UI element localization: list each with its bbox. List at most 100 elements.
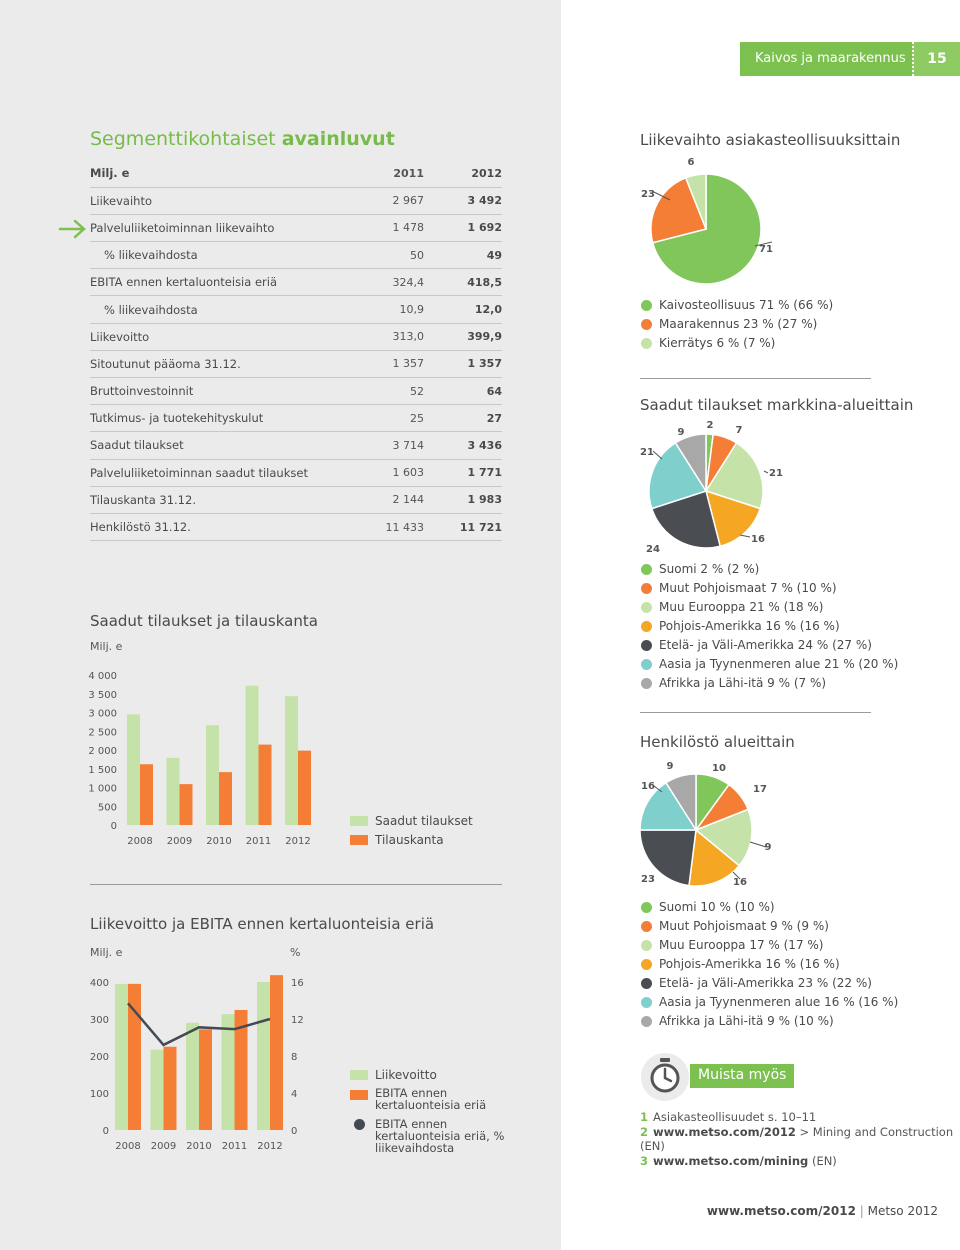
legend-label: Afrikka ja Lähi-itä 9 % (10 %) (659, 1014, 834, 1028)
legend-dot (641, 996, 652, 1008)
footer: www.metso.com/2012 | Metso 2012 (707, 1204, 938, 1218)
key-figures-table: Milj. e 2011 2012 Liikevaihto 2 967 3 492 P… (90, 160, 502, 542)
table-row: Liikevaihto 2 967 3 492 (90, 187, 502, 215)
muista-item-link[interactable]: www.metso.com/2012 (653, 1124, 796, 1139)
muista-item-text: Asiakasteollisuudet s. 10–11 (653, 1110, 817, 1124)
value-2012: 1 357 (424, 350, 502, 379)
value-2012: 3 436 (424, 431, 502, 460)
muista-item[interactable]: 1 Asiakasteollisuudet s. 10–11 (640, 1110, 960, 1125)
legend-dot (641, 958, 652, 970)
legend-label: Aasia ja Tyynenmeren alue 16 % (16 %) (659, 995, 899, 1009)
x-tick-label: 2011 (222, 1141, 247, 1152)
pie-value-label: 23 (641, 189, 655, 200)
muista-item[interactable]: 3 www.metso.com/mining (EN) (640, 1154, 960, 1169)
pie-leader-line (653, 785, 663, 793)
y2-tick-label: 0 (291, 1126, 297, 1137)
row-label: % liikevaihdosta (90, 241, 364, 270)
muista-item[interactable]: 2 www.metso.com/2012 > Mining and Constru… (640, 1125, 960, 1154)
legend-item: Muu Eurooppa 21 % (18 %) (641, 600, 823, 614)
legend-swatch (350, 1119, 368, 1130)
key-figures-title-light: Segmenttikohtaiset (90, 128, 276, 150)
bar-liikevoitto (115, 983, 128, 1130)
y2-tick-label: 16 (291, 978, 304, 989)
divider (640, 378, 871, 379)
pie2-title: Saadut tilaukset markkina-alueittain (640, 396, 914, 414)
value-2011: 50 (364, 241, 424, 270)
legend-label: Muu Eurooppa 21 % (18 %) (659, 600, 824, 614)
y-tick-label: 2 500 (88, 727, 117, 738)
table-row: Tilauskanta 31.12. 2 144 1 983 (90, 486, 502, 514)
bar-liikevoitto (257, 982, 270, 1130)
pie-slice (684, 173, 707, 230)
pie-value-label: 21 (640, 447, 654, 458)
legend-item: Afrikka ja Lähi-itä 9 % (10 %) (641, 1014, 834, 1028)
x-tick-label: 2009 (151, 1141, 176, 1152)
row-label: Palveluliiketoiminnan liikevaihto (90, 214, 364, 243)
value-2012: 1 771 (424, 459, 502, 487)
muista-item-link[interactable]: www.metso.com/mining (653, 1153, 809, 1168)
legend-dot (641, 658, 652, 670)
y-tick-label: 400 (90, 978, 109, 989)
legend-label: Kaivosteollisuus 71 % (66 %) (659, 298, 834, 312)
table-row: Bruttoinvestoinnit 52 64 (90, 377, 502, 406)
pie-value-label: 2 (707, 420, 714, 431)
key-figures-title-bold: avainluvut (281, 128, 395, 150)
legend-swatch (350, 816, 368, 826)
table-row: Saadut tilaukset 3 714 3 436 (90, 431, 502, 460)
pie-value-label: 16 (641, 781, 655, 792)
pie-slice (648, 441, 708, 510)
muista-list: 1 Asiakasteollisuudet s. 10–11 2 www.metso.… (640, 1110, 960, 1168)
legend-dot (641, 601, 652, 613)
pie-value-label: 9 (765, 842, 772, 853)
pie-slice (704, 489, 762, 548)
profit-legend-item: EBITA ennen kertaluonteisia eriä (350, 1087, 495, 1111)
table-row: % liikevaihdosta 50 49 (90, 241, 502, 270)
pie1-title: Liikevaihto asiakasteollisuuksittain (640, 131, 901, 149)
row-label: Saadut tilaukset (90, 431, 364, 460)
value-2011: 1 478 (364, 214, 424, 243)
value-2012: 399,9 (424, 323, 502, 351)
pie-leader-line (763, 470, 769, 474)
value-2011: 2 144 (364, 486, 424, 514)
x-tick-label: 2010 (186, 1141, 211, 1152)
col-2011-header: 2011 (364, 160, 424, 188)
legend-label: Maarakennus 23 % (27 %) (659, 317, 818, 331)
row-label: Bruttoinvestoinnit (90, 377, 364, 406)
pie-slice (674, 433, 707, 494)
pie1-chart: 71 23 6 (641, 157, 773, 285)
legend-label: Tilauskanta (375, 833, 444, 847)
bar-saadut-tilaukset (166, 757, 180, 825)
pie-slice (688, 828, 741, 887)
y-tick-label: 200 (90, 1052, 109, 1063)
y-tick-label: 1 000 (88, 784, 117, 795)
legend-dot (641, 939, 652, 951)
legend-swatch (350, 835, 368, 845)
legend-item: Suomi 10 % (10 %) (641, 900, 775, 914)
row-label: Liikevoitto (90, 323, 364, 351)
unit-label: Milj. e (90, 160, 364, 188)
legend-dot (641, 620, 652, 632)
table-row: Henkilöstö 31.12. 11 433 11 721 (90, 513, 502, 542)
pie-leader-line (653, 191, 671, 201)
legend-item: Aasia ja Tyynenmeren alue 21 % (20 %) (641, 657, 898, 671)
bar-ebita (163, 1046, 177, 1130)
y-tick-label: 3 000 (88, 709, 117, 720)
value-2011: 2 967 (364, 187, 424, 215)
pie-leader-line (652, 450, 663, 460)
y-tick-label: 0 (103, 1126, 109, 1137)
footer-link[interactable]: www.metso.com/2012 (706, 1204, 856, 1218)
legend-item: Kierrätys 6 % (7 %) (641, 336, 775, 350)
legend-dot (641, 901, 652, 913)
pie-value-label: 71 (759, 244, 773, 255)
row-label: EBITA ennen kertaluonteisia eriä (90, 268, 364, 297)
legend-label: Etelä- ja Väli-Amerikka 23 % (22 %) (659, 976, 872, 990)
value-2011: 313,0 (364, 323, 424, 351)
y2-tick-label: 4 (291, 1089, 297, 1100)
pie2-chart: 2 7 21 16 24 21 9 (640, 420, 783, 555)
value-2011: 3 714 (364, 431, 424, 460)
legend-dot (641, 337, 652, 349)
legend-item: Etelä- ja Väli-Amerikka 23 % (22 %) (641, 976, 872, 990)
table-header-row: Milj. e 2011 2012 (90, 160, 502, 188)
value-2012: 64 (424, 377, 502, 406)
